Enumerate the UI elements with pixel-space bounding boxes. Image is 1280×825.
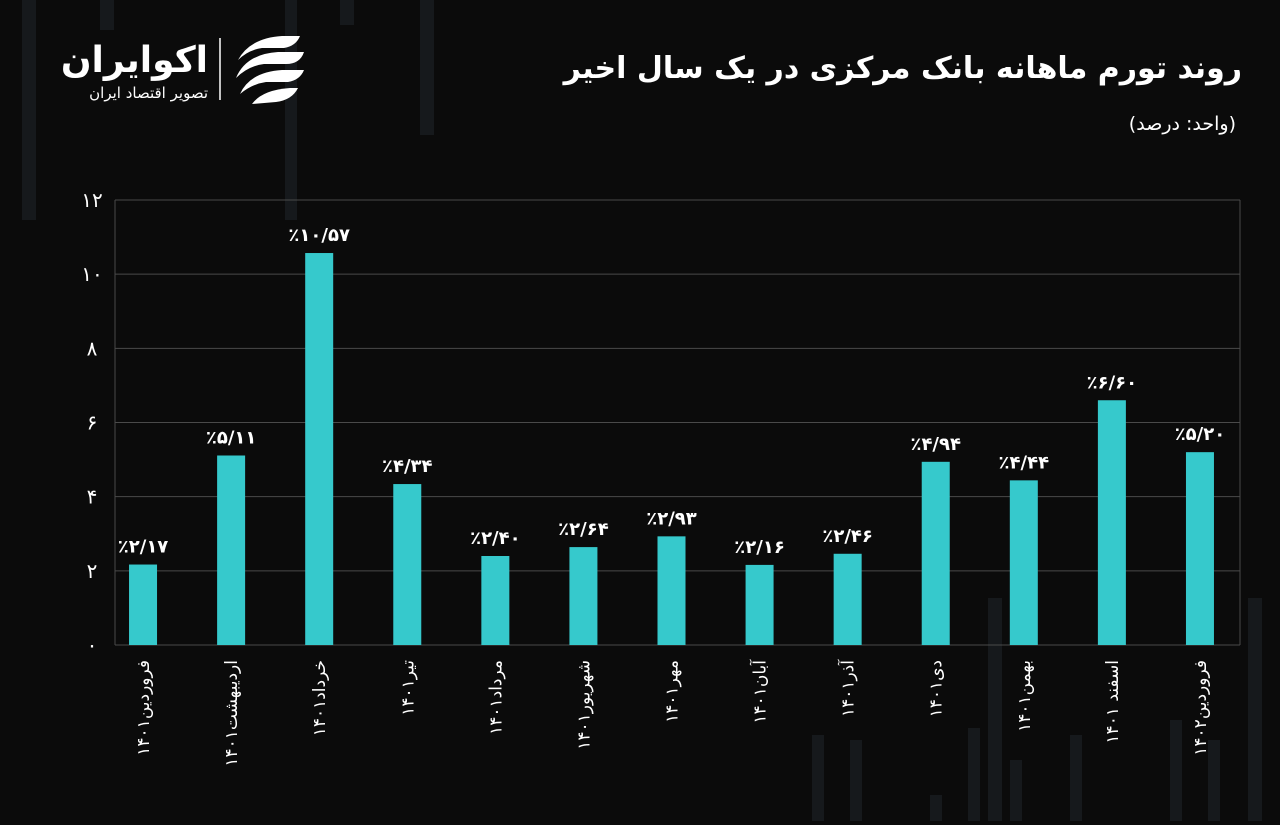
y-tick-label: ۱۲ <box>81 188 102 212</box>
data-label: ٪۱۰/۵۷ <box>288 225 350 246</box>
background-decoration <box>22 0 1262 821</box>
chart-title: روند تورم ماهانه بانک مرکزی در یک سال اخ… <box>562 51 1242 86</box>
brand-tagline: تصویر اقتصاد ایران <box>89 84 208 102</box>
x-tick-label: آذر۱۴۰۱ <box>837 659 859 717</box>
x-tick-label: اردیبهشت۱۴۰۱ <box>222 660 242 767</box>
bar <box>657 536 686 645</box>
bar <box>569 547 598 645</box>
x-tick-label: آبان۱۴۰۱ <box>749 659 771 724</box>
x-tick-label: شهریور۱۴۰۱ <box>574 660 594 750</box>
data-label: ٪۲/۱۷ <box>118 537 169 558</box>
x-tick-label: بهمن۱۴۰۱ <box>1015 660 1035 732</box>
x-tick-label: مهر۱۴۰۱ <box>663 660 683 723</box>
y-tick-label: ۲ <box>87 559 98 583</box>
data-label: ٪۶/۶۰ <box>1087 372 1138 393</box>
y-tick-label: ۸ <box>87 336 98 360</box>
x-tick-label: مرداد۱۴۰۱ <box>486 660 506 735</box>
data-label: ٪۲/۱۶ <box>734 537 785 558</box>
bar <box>305 253 334 645</box>
chart-subtitle: (واحد: درصد) <box>1129 113 1236 135</box>
x-tick-label: اسفند ۱۴۰۱ <box>1103 660 1123 744</box>
data-label: ٪۵/۱۱ <box>206 428 257 449</box>
y-tick-label: ۱۰ <box>81 262 102 286</box>
data-label: ٪۲/۴۰ <box>470 528 521 549</box>
bar <box>1097 400 1126 645</box>
x-tick-label: دی۱۴۰۱ <box>927 660 947 717</box>
data-label: ٪۴/۳۴ <box>382 456 433 477</box>
x-tick-label: فروردین۱۴۰۱ <box>134 660 154 756</box>
y-tick-label: ۴ <box>87 485 98 509</box>
y-tick-label: ۶ <box>87 411 98 435</box>
x-tick-label: فروردین۱۴۰۲ <box>1191 660 1211 756</box>
brand-name: اکوایران <box>61 40 208 81</box>
bar <box>217 455 246 645</box>
data-label: ٪۵/۲۰ <box>1175 424 1226 445</box>
bar <box>921 461 950 645</box>
x-tick-label: خرداد۱۴۰۱ <box>310 660 330 736</box>
y-tick-label: ۰ <box>87 633 98 657</box>
x-tick-label: تیر۱۴۰۱ <box>398 660 418 716</box>
data-label: ٪۲/۴۶ <box>822 526 873 547</box>
bar <box>481 556 510 645</box>
bar <box>1185 452 1214 645</box>
bar <box>1009 480 1038 645</box>
logo-icon <box>236 36 304 104</box>
bar <box>745 564 774 645</box>
data-label: ٪۴/۹۴ <box>910 434 961 455</box>
bar <box>129 564 158 645</box>
bar <box>393 484 422 645</box>
bar <box>833 553 862 645</box>
data-label: ٪۲/۶۴ <box>558 519 609 540</box>
data-label: ٪۲/۹۳ <box>646 508 697 529</box>
data-label: ٪۴/۴۴ <box>999 452 1050 473</box>
